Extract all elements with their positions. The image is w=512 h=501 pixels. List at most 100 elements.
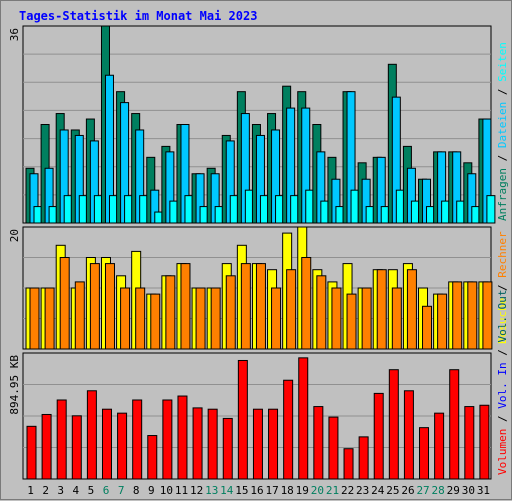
- bar-volumen-day-21: [328, 416, 339, 480]
- x-tick-label-day-2: 2: [42, 484, 49, 497]
- x-tick-label-day-29: 29: [447, 484, 460, 497]
- bar-rechner-day-4: [74, 281, 85, 350]
- bar-volumen-day-22: [343, 448, 354, 480]
- legend-volumen: Volumen: [496, 429, 509, 475]
- bar-volumen-day-12: [192, 407, 203, 480]
- x-tick-label-day-8: 8: [133, 484, 140, 497]
- x-tick-label-day-13: 13: [205, 484, 218, 497]
- bar-volumen-day-18: [283, 379, 294, 480]
- bar-volumen-day-6: [101, 408, 112, 480]
- x-tick-label-day-15: 15: [235, 484, 248, 497]
- x-tick-label-day-22: 22: [341, 484, 354, 497]
- bar-volumen-day-8: [132, 399, 143, 480]
- top-legend: Anfragen / Dateien / Seiten: [496, 42, 509, 221]
- bar-volumen-day-20: [313, 406, 324, 480]
- bar-volumen-day-10: [162, 399, 173, 480]
- bar-volumen-day-28: [434, 412, 445, 480]
- bar-volumen-day-5: [86, 390, 97, 480]
- x-tick-label-day-31: 31: [477, 484, 490, 497]
- bar-rechner-day-22: [346, 293, 357, 350]
- x-tick-label-day-18: 18: [281, 484, 294, 497]
- x-tick-label-day-24: 24: [371, 484, 385, 497]
- bar-volumen-day-9: [147, 435, 158, 480]
- bar-volumen-day-26: [403, 390, 414, 480]
- bar-volumen-day-25: [388, 369, 399, 480]
- legend-dateien: Dateien: [496, 102, 509, 148]
- x-tick-label-day-3: 3: [57, 484, 64, 497]
- bar-rechner-day-30: [467, 281, 478, 350]
- bar-rechner-day-31: [482, 281, 493, 350]
- bar-rechner-day-2: [44, 287, 55, 350]
- legend-separator: /: [496, 148, 509, 168]
- top-ymax-label: 36: [8, 28, 21, 41]
- bar-rechner-day-28: [437, 293, 448, 350]
- bar-rechner-day-23: [361, 287, 372, 350]
- bar-rechner-day-15: [240, 263, 251, 350]
- legend-separator: /: [496, 82, 509, 102]
- bar-rechner-day-25: [391, 287, 402, 350]
- bar-volumen-day-7: [117, 412, 128, 480]
- x-tick-label-day-25: 25: [386, 484, 399, 497]
- bar-rechner-day-29: [452, 281, 463, 350]
- bar-volumen-day-2: [41, 413, 52, 480]
- bottom-legend: Volumen / Vol. In / Vol. Out: [496, 290, 509, 475]
- legend-vol-in: Vol. In: [496, 362, 509, 408]
- x-tick-label-day-1: 1: [27, 484, 34, 497]
- bar-rechner-day-19: [301, 257, 312, 350]
- bar-volumen-day-11: [177, 395, 188, 480]
- chart-title: Tages-Statistik im Monat Mai 2023: [19, 9, 257, 23]
- bar-volumen-day-14: [222, 417, 233, 480]
- x-tick-label-day-12: 12: [190, 484, 203, 497]
- x-tick-label-day-5: 5: [88, 484, 95, 497]
- bar-rechner-day-16: [255, 263, 266, 350]
- bar-rechner-day-6: [104, 263, 115, 350]
- x-tick-label-day-10: 10: [160, 484, 173, 497]
- bar-rechner-day-14: [225, 275, 236, 350]
- bar-volumen-day-17: [268, 408, 279, 480]
- x-tick-label-day-23: 23: [356, 484, 369, 497]
- bar-rechner-day-5: [89, 263, 100, 350]
- bar-rechner-day-11: [180, 263, 191, 350]
- x-tick-label-day-7: 7: [118, 484, 125, 497]
- legend-anfragen: Anfragen: [496, 168, 509, 221]
- x-tick-label-day-16: 16: [250, 484, 263, 497]
- legend-besuche: Besuche: [496, 298, 509, 344]
- x-tick-label-day-17: 17: [265, 484, 278, 497]
- bar-volumen-day-13: [207, 408, 218, 480]
- x-tick-label-day-21: 21: [326, 484, 339, 497]
- bar-rechner-day-24: [376, 269, 387, 350]
- x-tick-label-day-26: 26: [401, 484, 414, 497]
- bar-rechner-day-27: [422, 305, 433, 350]
- legend-vol-out: Vol. Out: [496, 290, 509, 343]
- x-tick-label-day-20: 20: [311, 484, 324, 497]
- legend-seiten: Seiten: [496, 42, 509, 82]
- legend-separator: /: [496, 278, 509, 298]
- x-tick-label-day-19: 19: [296, 484, 309, 497]
- x-tick-label-day-28: 28: [432, 484, 445, 497]
- bar-rechner-day-21: [331, 287, 342, 350]
- bar-rechner-day-1: [29, 287, 40, 350]
- x-tick-label-day-27: 27: [416, 484, 429, 497]
- legend-separator: /: [496, 343, 509, 363]
- bar-volumen-day-4: [71, 415, 82, 480]
- legend-separator: /: [496, 409, 509, 429]
- bar-volumen-day-1: [26, 425, 37, 480]
- x-tick-label-day-30: 30: [462, 484, 475, 497]
- bar-rechner-day-9: [150, 293, 161, 350]
- bar-volumen-day-15: [237, 359, 248, 480]
- bar-volumen-day-24: [373, 392, 384, 480]
- bottom-ymax-label: 894.95 KB: [8, 355, 21, 415]
- middle-ymax-label: 20: [8, 229, 21, 242]
- bar-volumen-day-3: [56, 399, 67, 480]
- x-tick-label-day-4: 4: [73, 484, 80, 497]
- bar-rechner-day-12: [195, 287, 206, 350]
- bar-rechner-day-7: [120, 287, 131, 350]
- x-tick-label-day-14: 14: [220, 484, 234, 497]
- bar-volumen-day-30: [464, 406, 475, 480]
- bar-volumen-day-19: [298, 357, 309, 480]
- legend-rechner: Rechner: [496, 231, 509, 278]
- bar-volumen-day-29: [449, 369, 460, 480]
- bar-rechner-day-20: [316, 275, 327, 350]
